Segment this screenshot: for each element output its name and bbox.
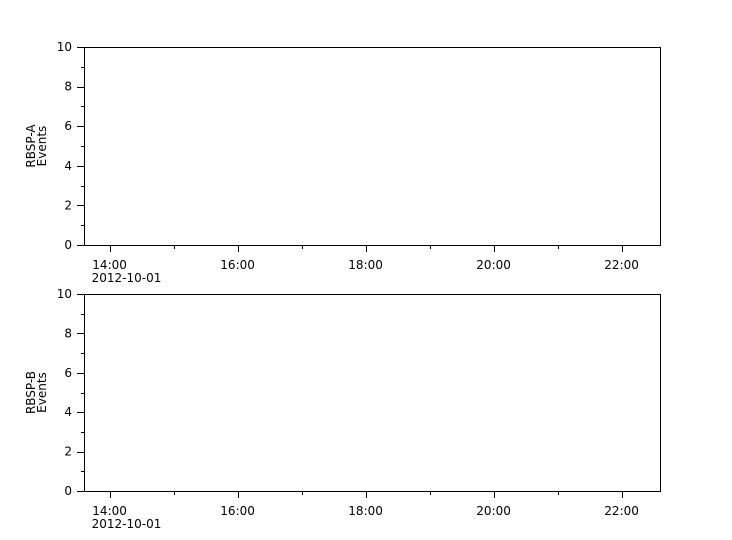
plot-frame xyxy=(84,294,661,492)
y-tick-label: 10 xyxy=(57,287,72,301)
x-tick-date-label: 2012-10-01 xyxy=(92,517,162,531)
x-tick-label: 20:00 xyxy=(476,258,511,272)
y-axis-label: RBSP-B xyxy=(24,371,38,414)
x-tick-label: 22:00 xyxy=(604,504,639,518)
y-tick-label: 8 xyxy=(64,80,72,94)
y-tick-label: 4 xyxy=(64,159,72,173)
x-tick-label: 22:00 xyxy=(604,258,639,272)
x-tick-label: 18:00 xyxy=(348,504,383,518)
y-tick-label: 0 xyxy=(64,238,72,252)
y-tick-label: 2 xyxy=(64,445,72,459)
x-tick-label: 18:00 xyxy=(348,258,383,272)
y-tick-label: 0 xyxy=(64,484,72,498)
y-tick-label: 8 xyxy=(64,326,72,340)
x-tick-label: 16:00 xyxy=(220,258,255,272)
x-tick-label: 16:00 xyxy=(220,504,255,518)
x-tick-date-label: 2012-10-01 xyxy=(92,271,162,285)
x-tick-label: 20:00 xyxy=(476,504,511,518)
y-axis-label: Events xyxy=(35,126,49,167)
y-tick-label: 10 xyxy=(57,40,72,54)
y-axis-label: Events xyxy=(35,372,49,413)
x-tick-label: 14:00 xyxy=(92,504,127,518)
plot-frame xyxy=(84,47,661,246)
y-tick-label: 6 xyxy=(64,119,72,133)
y-tick-label: 4 xyxy=(64,405,72,419)
y-tick-label: 6 xyxy=(64,366,72,380)
y-axis-label: RBSP-A xyxy=(24,124,38,168)
y-tick-label: 2 xyxy=(64,198,72,212)
x-tick-label: 14:00 xyxy=(92,258,127,272)
